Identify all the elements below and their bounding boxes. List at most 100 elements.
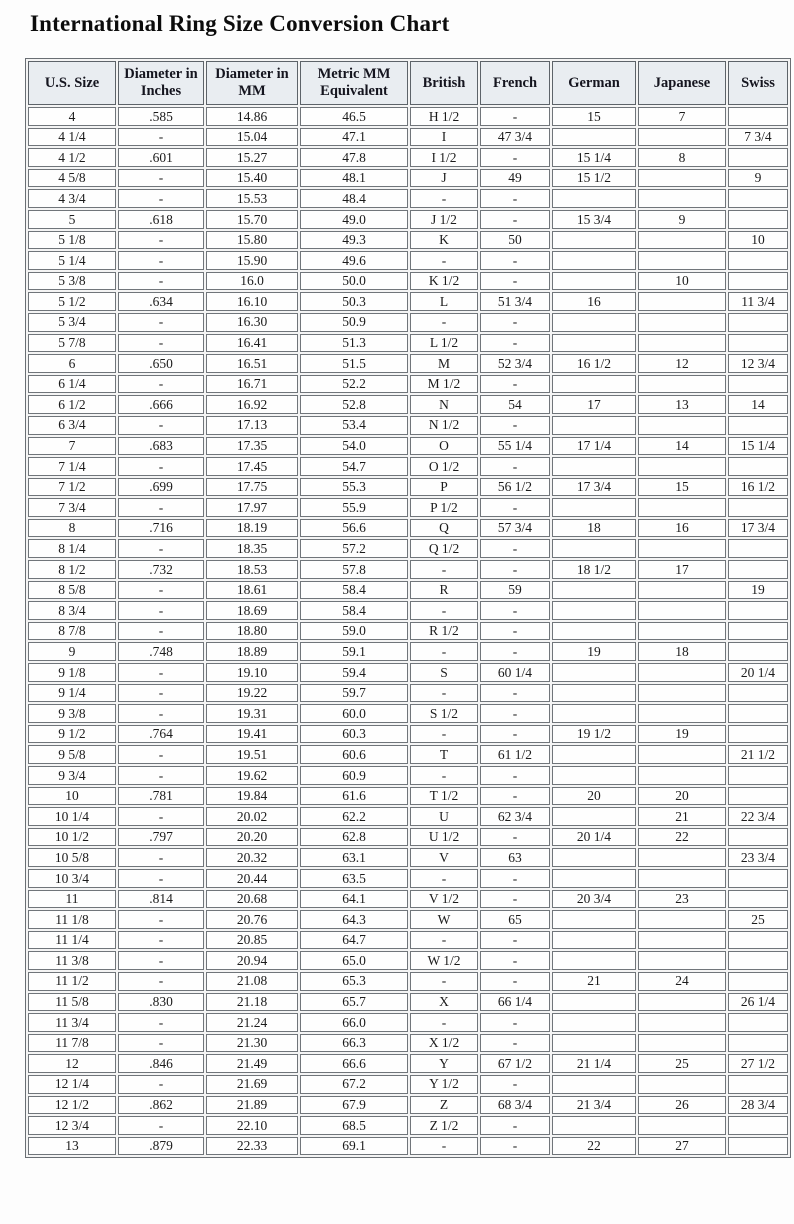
cell-japanese [638,1116,726,1135]
cell-french: - [480,889,550,909]
cell-french: - [480,868,550,888]
cell-diameter-mm: 20.44 [206,868,298,888]
cell-metric-mm-equivalent: 59.1 [300,642,408,662]
cell-swiss [728,271,788,291]
cell-metric-mm-equivalent: 65.0 [300,951,408,970]
cell-metric-mm-equivalent: 50.0 [300,271,408,291]
cell-japanese [638,930,726,950]
cell-japanese [638,539,726,559]
table-row: 13.879 22.33 69.1- -22 27 [28,1136,788,1156]
cell-japanese: 24 [638,971,726,991]
cell-metric-mm-equivalent: 60.0 [300,704,408,723]
table-row: 10 3/4-20.44 63.5- - [28,868,788,888]
cell-british: - [410,868,478,888]
cell-german: 20 [552,786,636,806]
cell-british: Q 1/2 [410,539,478,559]
cell-japanese [638,951,726,970]
cell-metric-mm-equivalent: 53.4 [300,415,408,435]
cell-japanese: 16 [638,518,726,538]
cell-british: L [410,292,478,311]
cell-german: 17 3/4 [552,477,636,497]
cell-french: - [480,1033,550,1053]
cell-british: W 1/2 [410,951,478,970]
cell-metric-mm-equivalent: 50.9 [300,312,408,332]
cell-british: M [410,354,478,373]
cell-british: - [410,642,478,662]
cell-japanese [638,580,726,600]
cell-diameter-mm: 15.04 [206,127,298,147]
cell-british: P [410,477,478,497]
cell-metric-mm-equivalent: 68.5 [300,1116,408,1135]
cell-swiss [728,189,788,208]
cell-diameter-inches: .764 [118,724,204,744]
cell-japanese [638,745,726,764]
cell-french: 60 1/4 [480,663,550,682]
cell-metric-mm-equivalent: 59.0 [300,621,408,641]
cell-diameter-mm: 18.53 [206,560,298,579]
cell-japanese: 13 [638,395,726,414]
cell-metric-mm-equivalent: 55.3 [300,477,408,497]
cell-diameter-mm: 15.80 [206,230,298,250]
cell-japanese [638,992,726,1012]
cell-japanese [638,1074,726,1094]
cell-german [552,230,636,250]
cell-diameter-mm: 15.40 [206,168,298,188]
cell-german [552,374,636,394]
cell-diameter-inches: .699 [118,477,204,497]
cell-diameter-mm: 20.94 [206,951,298,970]
cell-diameter-inches: - [118,498,204,517]
cell-diameter-inches: - [118,457,204,476]
cell-german [552,683,636,703]
cell-diameter-inches: .666 [118,395,204,414]
cell-japanese: 27 [638,1136,726,1156]
table-row: 5.618 15.70 49.0 J 1/2-15 3/4 9 [28,209,788,229]
cell-german [552,1074,636,1094]
cell-metric-mm-equivalent: 46.5 [300,107,408,126]
cell-french: - [480,1116,550,1135]
cell-diameter-mm: 17.35 [206,436,298,456]
cell-german [552,930,636,950]
cell-us-size: 5 7/8 [28,333,116,353]
cell-swiss: 17 3/4 [728,518,788,538]
cell-japanese [638,601,726,620]
cell-diameter-inches: .618 [118,209,204,229]
cell-german [552,415,636,435]
cell-metric-mm-equivalent: 49.3 [300,230,408,250]
cell-diameter-mm: 21.89 [206,1095,298,1115]
cell-british: - [410,930,478,950]
cell-metric-mm-equivalent: 66.3 [300,1033,408,1053]
cell-metric-mm-equivalent: 47.8 [300,148,408,167]
cell-metric-mm-equivalent: 60.3 [300,724,408,744]
cell-diameter-mm: 22.10 [206,1116,298,1135]
cell-french: 66 1/4 [480,992,550,1012]
cell-diameter-mm: 16.10 [206,292,298,311]
cell-metric-mm-equivalent: 52.2 [300,374,408,394]
cell-diameter-mm: 16.51 [206,354,298,373]
table-row: 4 3/4-15.53 48.4- - [28,189,788,208]
cell-metric-mm-equivalent: 67.2 [300,1074,408,1094]
cell-diameter-inches: - [118,1116,204,1135]
cell-us-size: 9 1/2 [28,724,116,744]
cell-french: - [480,312,550,332]
table-row: 11 1/8-20.76 64.3 W 65 25 [28,910,788,929]
cell-french: - [480,1136,550,1156]
cell-diameter-inches: .879 [118,1136,204,1156]
cell-british: J [410,168,478,188]
cell-french: - [480,189,550,208]
cell-japanese: 10 [638,271,726,291]
cell-french: 55 1/4 [480,436,550,456]
cell-japanese [638,683,726,703]
cell-british: S 1/2 [410,704,478,723]
cell-german [552,127,636,147]
cell-metric-mm-equivalent: 55.9 [300,498,408,517]
cell-swiss [728,724,788,744]
cell-german: 19 1/2 [552,724,636,744]
cell-german: 20 1/4 [552,827,636,847]
cell-diameter-mm: 15.53 [206,189,298,208]
table-row: 8 1/2.732 18.53 57.8- -18 1/2 17 [28,560,788,579]
cell-german [552,539,636,559]
cell-us-size: 13 [28,1136,116,1156]
column-header-swiss: Swiss [728,61,788,105]
cell-diameter-mm: 21.49 [206,1054,298,1073]
cell-british: - [410,1013,478,1032]
